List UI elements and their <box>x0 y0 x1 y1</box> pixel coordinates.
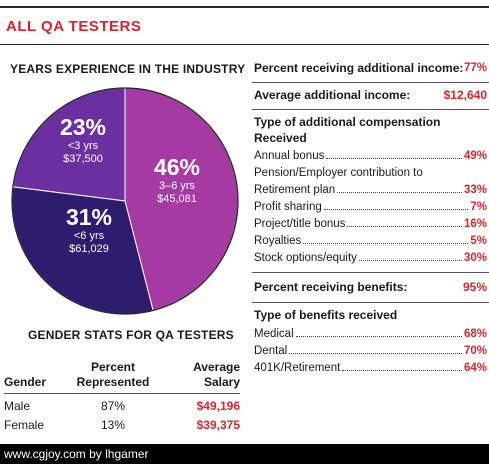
list-item: Pension/Employer contribution to <box>254 165 487 182</box>
pie-svg <box>11 87 239 315</box>
experience-title: YEARS EXPERIENCE IN THE INDUSTRY <box>10 62 246 76</box>
comp-label: Pension/Employer contribution to <box>254 167 423 179</box>
gender-title: GENDER STATS FOR QA TESTERS <box>28 328 234 342</box>
percent-cell: 13% <box>100 418 126 432</box>
benefit-value: 70% <box>463 345 487 357</box>
benefit-value: 64% <box>463 362 487 374</box>
salary-cell: $49,196 <box>196 399 240 413</box>
compensation-block: Type of additional compensation Received… <box>252 110 489 273</box>
list-item: Profit sharing 7% <box>254 199 487 216</box>
header-rule <box>0 44 489 45</box>
slice-pct-3to6: 46% <box>153 154 201 180</box>
experience-pie-chart: 23% <3 yrs $37,500 46% 3–6 yrs $45,081 3… <box>10 86 240 321</box>
benefit-label: 401K/Retirement <box>254 362 341 374</box>
avg-income-label: Average additional income: <box>254 88 411 102</box>
list-item: Retirement plan 33% <box>254 182 487 199</box>
benefit-types-title: Type of benefits received <box>254 308 398 322</box>
comp-value: 30% <box>463 252 487 264</box>
benefit-label: Medical <box>254 328 294 340</box>
benefit-types-block: Type of benefits received Medical 68% Den… <box>252 303 489 382</box>
slice-salary-3to6: $45,081 <box>157 193 197 206</box>
salary-cell: $39,375 <box>196 418 240 432</box>
slice-label-lt3: 23% <3 yrs $37,500 <box>44 114 122 166</box>
slice-pct-gt6: 31% <box>65 204 113 230</box>
gender-cell: Female <box>4 418 45 432</box>
leader-dots <box>326 158 462 159</box>
gender-col-header: Gender <box>4 375 47 389</box>
comp-label: Stock options/equity <box>254 252 357 264</box>
list-item: Project/title bonus 16% <box>254 216 487 233</box>
additional-income-value: 77% <box>463 62 487 74</box>
additional-income-label: Percent receiving additional income: <box>254 61 464 75</box>
avg-income-block: Average additional income: $12,640 <box>252 83 489 110</box>
slice-label-gt6: 31% <6 yrs $61,029 <box>50 204 128 256</box>
additional-income-value-row: 77% <box>254 60 487 77</box>
comp-value: 33% <box>463 184 487 196</box>
list-item: Royalties 5% <box>254 233 487 250</box>
gender-table-header: Gender Percent Represented Average Salar… <box>4 360 240 394</box>
percent-col-header: Percent Represented <box>76 360 150 389</box>
page-title: ALL QA TESTERS <box>6 18 142 35</box>
comp-label: Retirement plan <box>254 184 336 196</box>
avg-income-row: Average additional income: $12,640 <box>254 87 487 104</box>
salary-col-header: Average Salary <box>193 360 240 389</box>
slice-range-3to6: 3–6 yrs <box>158 180 196 193</box>
slice-range-gt6: <6 yrs <box>73 230 105 243</box>
percent-cell: 87% <box>100 399 126 413</box>
compensation-title: Type of additional compensation Received <box>254 115 441 145</box>
list-item: Annual bonus 49% <box>254 148 487 165</box>
slice-pct-lt3: 23% <box>59 114 107 140</box>
comp-value: 7% <box>470 201 487 213</box>
list-item: Stock options/equity 30% <box>254 250 487 267</box>
leader-dots <box>289 353 462 354</box>
list-item: 401K/Retirement 64% <box>254 360 487 377</box>
list-item: Dental 70% <box>254 343 487 360</box>
slice-label-3to6: 46% 3–6 yrs $45,081 <box>138 154 216 206</box>
leader-dots <box>337 192 462 193</box>
slice-range-lt3: <3 yrs <box>67 140 99 153</box>
leader-dots <box>347 226 462 227</box>
comp-value: 16% <box>463 218 487 230</box>
slice-salary-lt3: $37,500 <box>63 153 103 166</box>
additional-income-block: Percent receiving additional income: 77% <box>252 56 489 83</box>
table-row: Female 13% $39,375 <box>4 416 240 435</box>
footer-credit: www.cgjoy.com by lhgamer <box>0 444 489 464</box>
benefit-value: 68% <box>463 328 487 340</box>
leader-dots <box>323 209 469 210</box>
avg-income-value: $12,640 <box>443 88 487 102</box>
slice-salary-gt6: $61,029 <box>69 243 109 256</box>
comp-value: 5% <box>470 235 487 247</box>
leader-dots <box>303 243 469 244</box>
benefit-label: Dental <box>254 345 288 357</box>
comp-label: Project/title bonus <box>254 218 346 230</box>
right-column: Percent receiving additional income: 77%… <box>252 56 489 382</box>
comp-label: Royalties <box>254 235 302 247</box>
gender-cell: Male <box>4 399 31 413</box>
benefits-value: 95% <box>462 280 487 294</box>
comp-label: Profit sharing <box>254 201 322 213</box>
comp-value: 49% <box>463 150 487 162</box>
benefits-row: Percent receiving benefits: 95% <box>254 277 487 297</box>
benefits-label: Percent receiving benefits: <box>254 280 408 294</box>
comp-label: Annual bonus <box>254 150 325 162</box>
leader-dots <box>295 336 462 337</box>
leader-dots <box>358 260 462 261</box>
leader-dots <box>342 370 462 371</box>
benefits-block: Percent receiving benefits: 95% <box>252 273 489 303</box>
gender-table: Gender Percent Represented Average Salar… <box>4 360 240 435</box>
table-row: Male 87% $49,196 <box>4 397 240 416</box>
pie-outline <box>11 87 239 315</box>
top-rule <box>0 6 489 8</box>
list-item: Medical 68% <box>254 326 487 343</box>
